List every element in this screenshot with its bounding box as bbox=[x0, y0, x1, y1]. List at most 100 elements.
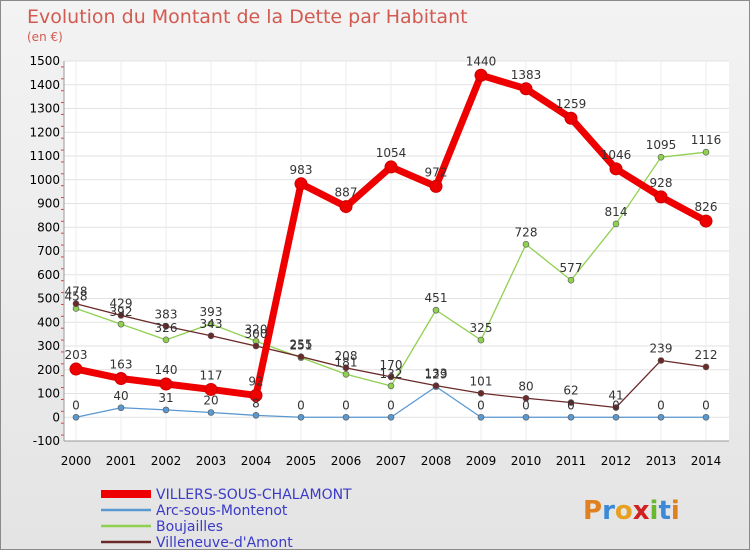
y-tick-label: 1300 bbox=[29, 102, 60, 116]
x-tick-label: 2006 bbox=[331, 454, 362, 468]
y-tick-label: 1200 bbox=[29, 125, 60, 139]
data-point bbox=[522, 394, 530, 402]
data-point bbox=[519, 82, 533, 96]
data-point bbox=[162, 336, 170, 344]
data-point bbox=[162, 322, 170, 330]
chart-subtitle: (en €) bbox=[27, 30, 63, 44]
x-tick-label: 2013 bbox=[646, 454, 677, 468]
y-tick-label: 0 bbox=[52, 410, 60, 424]
logo-letter: o bbox=[615, 496, 633, 526]
data-point bbox=[657, 413, 665, 421]
data-point bbox=[297, 413, 305, 421]
data-label: 928 bbox=[650, 176, 673, 190]
data-point bbox=[612, 413, 620, 421]
data-label: 255 bbox=[290, 338, 313, 352]
data-label: 326 bbox=[155, 321, 178, 335]
data-label: 325 bbox=[470, 321, 493, 335]
y-tick-label: 500 bbox=[37, 292, 60, 306]
data-label: 458 bbox=[65, 289, 88, 303]
data-point bbox=[387, 382, 395, 390]
data-point bbox=[477, 413, 485, 421]
x-tick-label: 2003 bbox=[196, 454, 227, 468]
x-tick-label: 2002 bbox=[151, 454, 182, 468]
y-tick-label: 200 bbox=[37, 363, 60, 377]
data-point bbox=[522, 413, 530, 421]
data-point bbox=[567, 276, 575, 284]
logo-letter: t bbox=[658, 496, 670, 526]
data-point bbox=[702, 148, 710, 156]
data-label: 0 bbox=[477, 398, 485, 412]
data-label: 203 bbox=[65, 348, 88, 362]
data-label: 478 bbox=[65, 285, 88, 299]
data-point bbox=[117, 404, 125, 412]
data-label: 0 bbox=[612, 398, 620, 412]
data-label: 1259 bbox=[556, 97, 587, 111]
data-point bbox=[342, 364, 350, 372]
data-point bbox=[522, 241, 530, 248]
data-label: 20 bbox=[203, 394, 218, 408]
data-point bbox=[567, 399, 575, 406]
y-tick-label: 1100 bbox=[29, 149, 60, 163]
axes: -100010020030040050060070080090010001100… bbox=[29, 54, 729, 468]
proxiti-logo: Proxiti bbox=[583, 496, 680, 526]
data-point bbox=[387, 373, 395, 381]
data-point bbox=[384, 160, 398, 174]
data-label: 163 bbox=[110, 358, 133, 372]
data-label: 101 bbox=[470, 374, 493, 388]
x-tick-label: 2008 bbox=[421, 454, 452, 468]
data-point bbox=[609, 162, 623, 176]
data-point bbox=[342, 370, 350, 378]
data-label: 0 bbox=[342, 398, 350, 412]
data-point bbox=[432, 382, 440, 389]
data-point bbox=[117, 320, 125, 328]
data-label: 1383 bbox=[511, 68, 542, 82]
data-point bbox=[114, 372, 128, 386]
data-label: 1054 bbox=[376, 146, 407, 160]
data-point bbox=[387, 413, 395, 421]
y-tick-label: 1400 bbox=[29, 78, 60, 92]
legend-label: Boujailles bbox=[156, 519, 223, 535]
legend: VILLERS-SOUS-CHALAMONTArc-sous-MontenotB… bbox=[101, 487, 352, 551]
chart-title: Evolution du Montant de la Dette par Hab… bbox=[27, 6, 468, 28]
data-point bbox=[339, 200, 353, 214]
data-label: 0 bbox=[567, 398, 575, 412]
data-label: 1046 bbox=[601, 148, 632, 162]
logo-letter: x bbox=[633, 496, 650, 526]
data-label: 212 bbox=[695, 348, 718, 362]
x-tick-label: 2005 bbox=[286, 454, 317, 468]
y-tick-label: 300 bbox=[37, 339, 60, 353]
data-label: 41 bbox=[608, 389, 623, 403]
logo-letter: i bbox=[671, 496, 680, 526]
data-label: 887 bbox=[335, 186, 358, 200]
data-label: 117 bbox=[200, 368, 223, 382]
data-point bbox=[69, 362, 83, 376]
data-label: 170 bbox=[380, 358, 403, 372]
x-tick-label: 2000 bbox=[61, 454, 92, 468]
data-label: 343 bbox=[200, 317, 223, 331]
data-label: 129 bbox=[425, 368, 448, 382]
y-tick-label: 1000 bbox=[29, 173, 60, 187]
data-point bbox=[699, 214, 713, 228]
data-label: 320 bbox=[245, 322, 268, 336]
data-label: 983 bbox=[290, 163, 313, 177]
data-point bbox=[294, 177, 308, 191]
y-tick-label: 700 bbox=[37, 244, 60, 258]
data-point bbox=[117, 312, 125, 319]
data-point bbox=[207, 409, 215, 416]
data-label: 132 bbox=[380, 367, 403, 381]
data-label: 728 bbox=[515, 225, 538, 239]
data-label: 0 bbox=[297, 398, 305, 412]
data-label: 208 bbox=[335, 349, 358, 363]
series-layer bbox=[69, 68, 713, 421]
logo-letter: P bbox=[583, 496, 602, 526]
data-label: 181 bbox=[335, 355, 358, 369]
data-label: 40 bbox=[113, 389, 128, 403]
y-tick-label: 900 bbox=[37, 197, 60, 211]
y-tick-label: 600 bbox=[37, 268, 60, 282]
data-label: 1116 bbox=[691, 133, 722, 147]
x-tick-label: 2014 bbox=[691, 454, 722, 468]
legend-label: VILLERS-SOUS-CHALAMONT bbox=[156, 487, 352, 503]
x-tick-label: 2009 bbox=[466, 454, 497, 468]
data-point bbox=[612, 404, 620, 411]
